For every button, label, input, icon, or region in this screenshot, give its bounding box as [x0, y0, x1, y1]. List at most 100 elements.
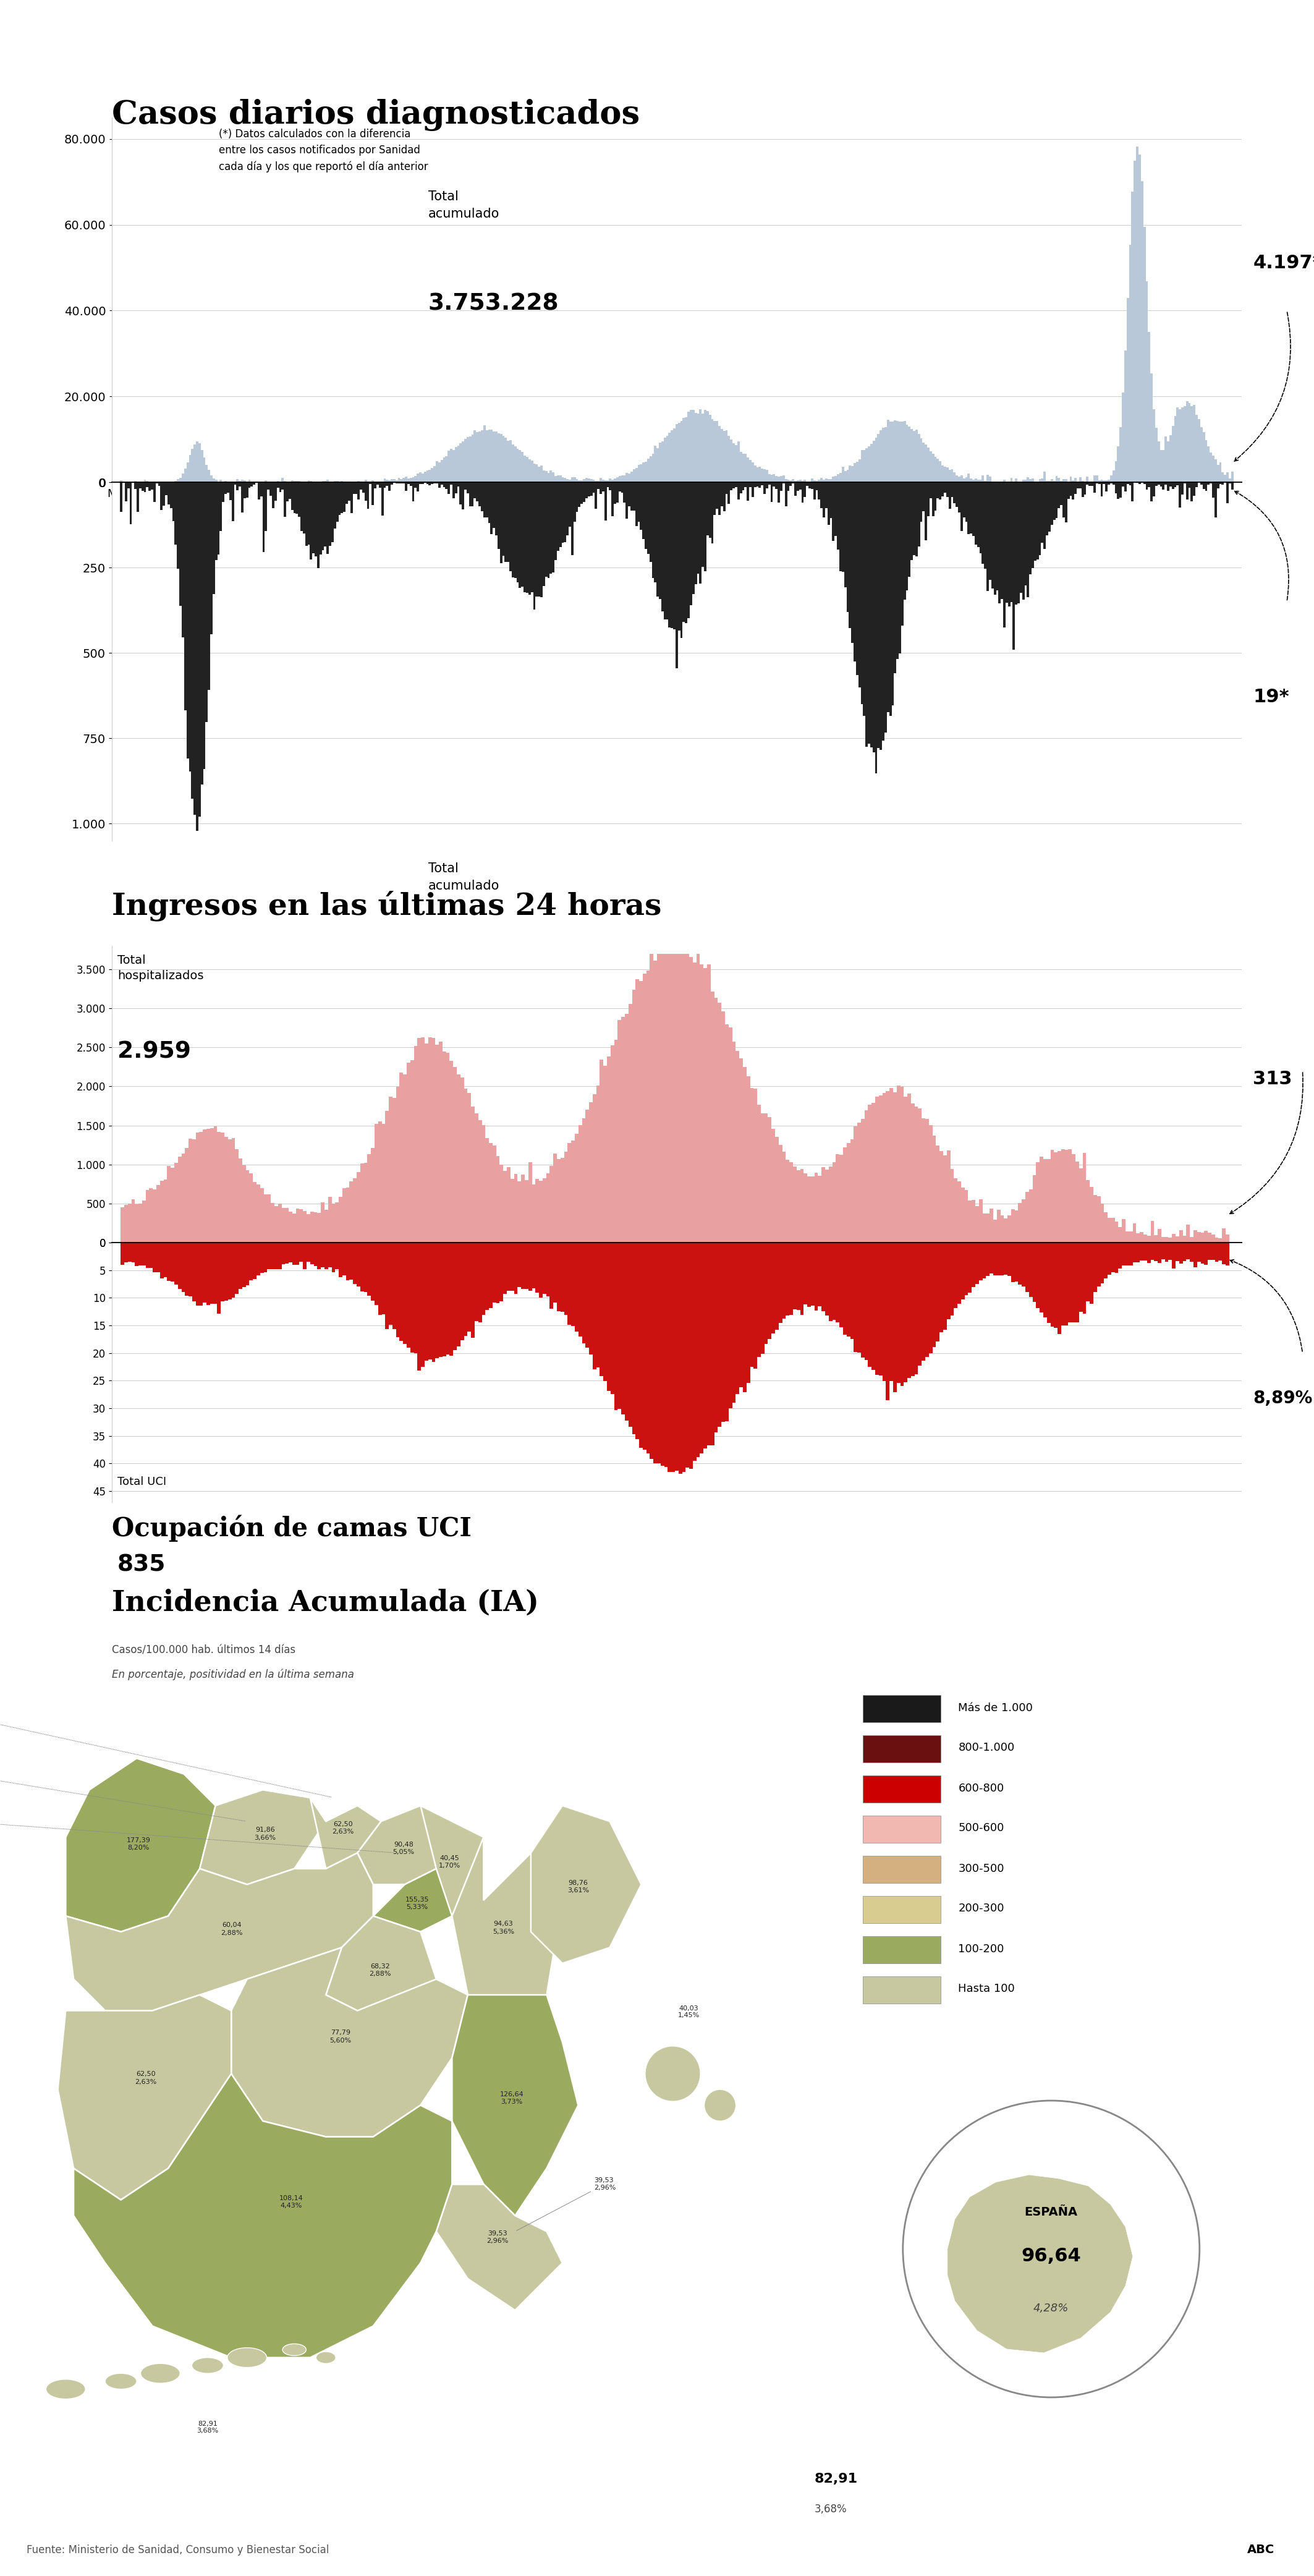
Bar — [595, 482, 597, 510]
Text: 62,50
2,63%: 62,50 2,63% — [0, 1713, 332, 1798]
Bar — [828, 479, 830, 482]
Bar — [317, 1213, 321, 1242]
Bar — [840, 474, 842, 482]
Bar — [1172, 482, 1175, 489]
Bar — [532, 1185, 536, 1242]
Text: 96,64: 96,64 — [1021, 2246, 1081, 2264]
Bar — [217, 1131, 221, 1242]
Bar — [476, 433, 478, 482]
Bar — [1143, 1234, 1147, 1242]
Bar — [540, 466, 543, 482]
Bar — [989, 1208, 993, 1242]
Bar — [242, 1164, 246, 1242]
Text: 98,76
3,61%: 98,76 3,61% — [568, 1880, 589, 1893]
Bar — [514, 1242, 518, 1293]
Bar — [1025, 482, 1026, 585]
Bar — [1147, 1242, 1151, 1262]
Bar — [963, 479, 966, 482]
Bar — [1205, 440, 1208, 482]
Ellipse shape — [283, 2344, 306, 2354]
Bar — [150, 1242, 152, 1267]
Bar — [1162, 1242, 1164, 1260]
Bar — [561, 1157, 564, 1242]
Bar — [1193, 482, 1196, 497]
Bar — [941, 482, 943, 497]
Bar — [863, 451, 866, 482]
Bar — [823, 482, 825, 518]
Bar — [863, 1855, 941, 1883]
Polygon shape — [74, 2074, 484, 2357]
Bar — [872, 440, 875, 482]
Bar — [1083, 1242, 1087, 1314]
Bar — [925, 482, 928, 541]
Bar — [398, 479, 401, 482]
Bar — [830, 482, 832, 518]
Bar — [1162, 482, 1164, 489]
Polygon shape — [531, 1806, 641, 1963]
Bar — [805, 482, 808, 487]
Bar — [339, 1198, 343, 1242]
Bar — [1063, 482, 1064, 518]
Bar — [121, 1208, 125, 1242]
Bar — [1100, 1203, 1104, 1242]
Bar — [1122, 392, 1125, 482]
Bar — [205, 464, 208, 482]
Bar — [961, 1242, 964, 1298]
Bar — [855, 482, 858, 675]
Bar — [267, 1242, 271, 1270]
Bar — [555, 477, 557, 482]
Bar — [879, 1242, 882, 1376]
Bar — [581, 482, 583, 505]
Bar — [569, 482, 572, 526]
Bar — [499, 435, 502, 482]
Bar — [1154, 1242, 1158, 1262]
Bar — [882, 482, 884, 739]
Bar — [763, 482, 766, 495]
Bar — [499, 482, 502, 564]
Bar — [875, 1097, 879, 1242]
Bar — [385, 1110, 389, 1242]
Text: 82,91
3,68%: 82,91 3,68% — [197, 2421, 218, 2434]
Bar — [331, 1203, 335, 1242]
Bar — [185, 1242, 189, 1296]
Bar — [904, 482, 905, 600]
Bar — [213, 479, 215, 482]
Bar — [120, 482, 122, 513]
Bar — [857, 1123, 861, 1242]
Bar — [279, 1242, 281, 1270]
Bar — [671, 1242, 675, 1471]
Bar — [310, 1242, 314, 1265]
Bar — [849, 466, 851, 482]
Bar — [815, 1242, 817, 1311]
Bar — [643, 464, 645, 482]
Text: Fallecidos diarios: Fallecidos diarios — [360, 1048, 597, 1072]
Bar — [260, 1242, 264, 1273]
Bar — [524, 1242, 528, 1288]
Bar — [545, 482, 548, 577]
Bar — [1072, 1242, 1075, 1321]
Bar — [866, 482, 867, 747]
Bar — [235, 1242, 239, 1293]
Bar — [557, 482, 560, 551]
Bar — [836, 1154, 840, 1242]
Bar — [836, 1242, 840, 1321]
Bar — [356, 1242, 360, 1285]
Bar — [940, 482, 941, 500]
Bar — [953, 471, 955, 482]
Bar — [639, 1242, 643, 1448]
Bar — [378, 1121, 381, 1242]
Bar — [1167, 482, 1169, 489]
Bar — [507, 440, 510, 482]
Bar — [611, 479, 614, 482]
Text: 108,14
4,43%: 108,14 4,43% — [280, 2195, 304, 2210]
Bar — [489, 1144, 493, 1242]
Bar — [127, 1203, 131, 1242]
Bar — [1181, 407, 1184, 482]
Bar — [958, 477, 961, 482]
Bar — [1070, 477, 1072, 482]
Bar — [643, 1242, 646, 1450]
Bar — [870, 482, 872, 747]
Bar — [715, 997, 717, 1242]
Bar — [350, 1182, 353, 1242]
Bar — [393, 479, 396, 482]
